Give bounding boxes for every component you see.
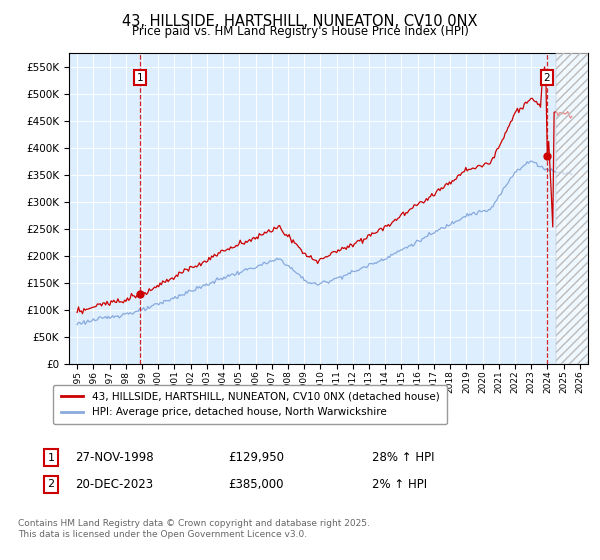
Text: 2% ↑ HPI: 2% ↑ HPI (372, 478, 427, 491)
Text: 43, HILLSIDE, HARTSHILL, NUNEATON, CV10 0NX: 43, HILLSIDE, HARTSHILL, NUNEATON, CV10 … (122, 14, 478, 29)
Bar (556, 53, 588, 364)
Text: Contains HM Land Registry data © Crown copyright and database right 2025.: Contains HM Land Registry data © Crown c… (18, 519, 370, 528)
Text: 2: 2 (544, 73, 550, 82)
Text: £385,000: £385,000 (228, 478, 284, 491)
Text: This data is licensed under the Open Government Licence v3.0.: This data is licensed under the Open Gov… (18, 530, 307, 539)
Text: 28% ↑ HPI: 28% ↑ HPI (372, 451, 434, 464)
Text: 27-NOV-1998: 27-NOV-1998 (75, 451, 154, 464)
Text: Price paid vs. HM Land Registry's House Price Index (HPI): Price paid vs. HM Land Registry's House … (131, 25, 469, 38)
Legend: 43, HILLSIDE, HARTSHILL, NUNEATON, CV10 0NX (detached house), HPI: Average price: 43, HILLSIDE, HARTSHILL, NUNEATON, CV10 … (53, 385, 447, 424)
Text: 2: 2 (47, 479, 55, 489)
Text: 1: 1 (137, 73, 143, 82)
Text: 20-DEC-2023: 20-DEC-2023 (75, 478, 153, 491)
Bar (556, 53, 588, 364)
Text: 1: 1 (47, 452, 55, 463)
Text: £129,950: £129,950 (228, 451, 284, 464)
